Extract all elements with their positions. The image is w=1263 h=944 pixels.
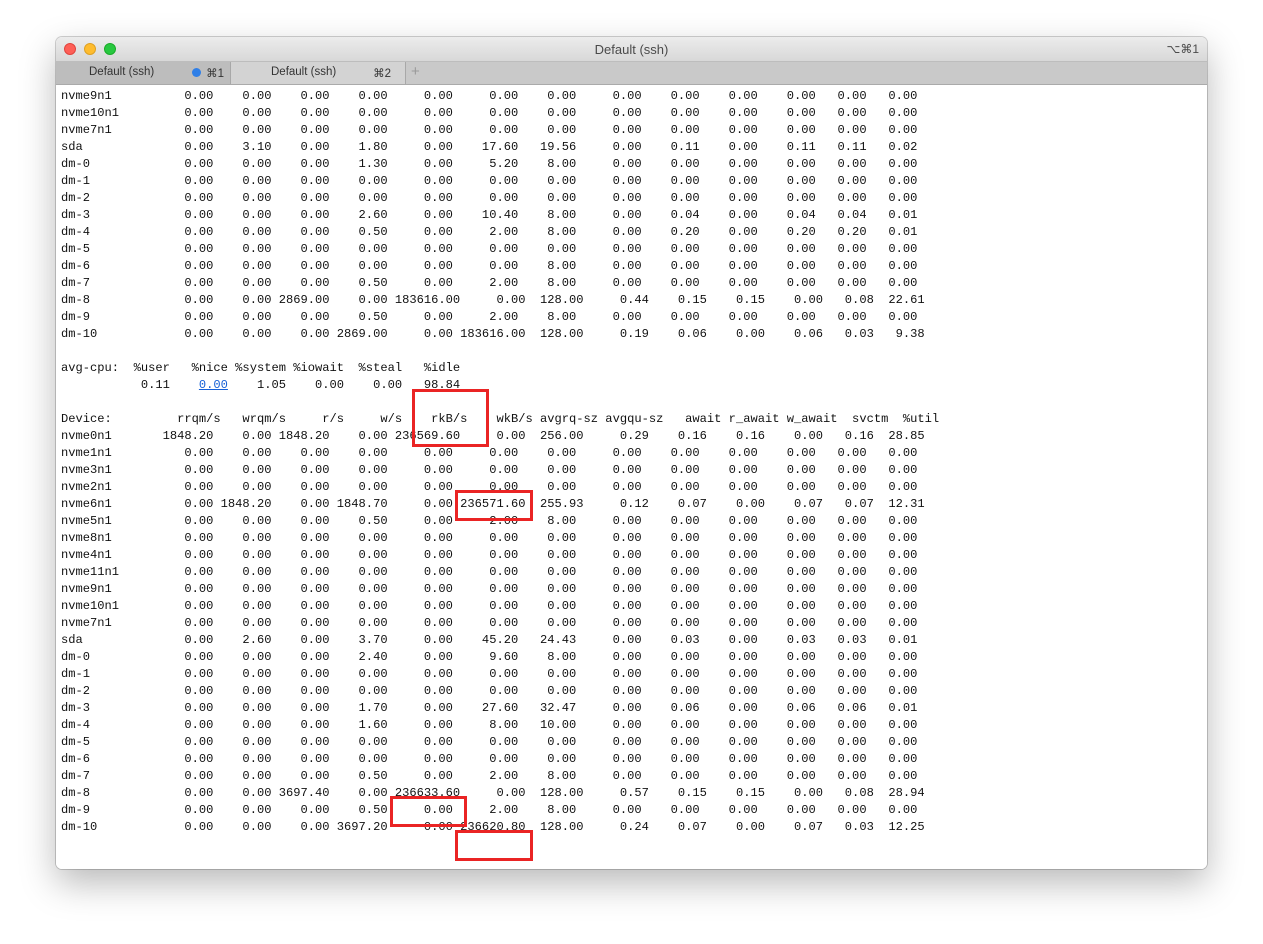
window-controls: [64, 43, 116, 55]
terminal-line: nvme10n1 0.00 0.00 0.00 0.00 0.00 0.00 0…: [61, 106, 918, 120]
terminal-line: sda 0.00 2.60 0.00 3.70 0.00 45.20 24.43…: [61, 633, 918, 647]
terminal-line: dm-4 0.00 0.00 0.00 0.50 0.00 2.00 8.00 …: [61, 225, 918, 239]
terminal-line: nvme0n1 1848.20 0.00 1848.20 0.00 236569…: [61, 429, 925, 443]
terminal-line: nvme6n1 0.00 1848.20 0.00 1848.70 0.00 2…: [61, 497, 925, 511]
highlight-box: [411, 389, 490, 447]
tab-bar: Default (ssh) ⌘1 Default (ssh) ⌘2 +: [56, 62, 1207, 85]
terminal-line: avg-cpu: %user %nice %system %iowait %st…: [61, 361, 461, 375]
terminal-line: nvme8n1 0.00 0.00 0.00 0.00 0.00 0.00 0.…: [61, 531, 918, 545]
tab-2[interactable]: Default (ssh) ⌘2: [231, 62, 406, 84]
terminal-line: nvme2n1 0.00 0.00 0.00 0.00 0.00 0.00 0.…: [61, 480, 918, 494]
terminal-line: nvme7n1 0.00 0.00 0.00 0.00 0.00 0.00 0.…: [61, 616, 918, 630]
terminal-line: dm-0 0.00 0.00 0.00 1.30 0.00 5.20 8.00 …: [61, 157, 918, 171]
terminal-line: dm-7 0.00 0.00 0.00 0.50 0.00 2.00 8.00 …: [61, 769, 918, 783]
minimize-button[interactable]: [84, 43, 96, 55]
terminal-line: dm-6 0.00 0.00 0.00 0.00 0.00 0.00 0.00 …: [61, 752, 918, 766]
terminal-line: dm-7 0.00 0.00 0.00 0.50 0.00 2.00 8.00 …: [61, 276, 918, 290]
tab-label: Default (ssh): [271, 66, 337, 78]
highlight-box: [389, 796, 468, 827]
terminal-line: sda 0.00 3.10 0.00 1.80 0.00 17.60 19.56…: [61, 140, 918, 154]
terminal-line: nvme9n1 0.00 0.00 0.00 0.00 0.00 0.00 0.…: [61, 582, 918, 596]
terminal-line: dm-3 0.00 0.00 0.00 2.60 0.00 10.40 8.00…: [61, 208, 918, 222]
terminal-line: Device: rrqm/s wrqm/s r/s w/s rkB/s wkB/…: [61, 412, 940, 426]
terminal-line: dm-9 0.00 0.00 0.00 0.50 0.00 2.00 8.00 …: [61, 310, 918, 324]
terminal-line: nvme1n1 0.00 0.00 0.00 0.00 0.00 0.00 0.…: [61, 446, 918, 460]
terminal-line: nvme5n1 0.00 0.00 0.00 0.50 0.00 2.00 8.…: [61, 514, 918, 528]
terminal-line: dm-2 0.00 0.00 0.00 0.00 0.00 0.00 0.00 …: [61, 684, 918, 698]
terminal-line: dm-8 0.00 0.00 3697.40 0.00 236633.60 0.…: [61, 786, 925, 800]
terminal-line: dm-1 0.00 0.00 0.00 0.00 0.00 0.00 0.00 …: [61, 174, 918, 188]
title-bar[interactable]: Default (ssh) ⌥⌘1: [56, 37, 1207, 62]
terminal-line: dm-8 0.00 0.00 2869.00 0.00 183616.00 0.…: [61, 293, 925, 307]
tab-shortcut: ⌘2: [373, 68, 391, 80]
terminal-line: dm-2 0.00 0.00 0.00 0.00 0.00 0.00 0.00 …: [61, 191, 918, 205]
terminal-line: nvme11n1 0.00 0.00 0.00 0.00 0.00 0.00 0…: [61, 565, 918, 579]
terminal-line: dm-10 0.00 0.00 0.00 2869.00 0.00 183616…: [61, 327, 925, 341]
window-title: Default (ssh): [594, 42, 669, 57]
terminal-line: dm-9 0.00 0.00 0.00 0.50 0.00 2.00 8.00 …: [61, 803, 918, 817]
activity-dot-icon: [192, 68, 201, 77]
terminal-line: dm-5 0.00 0.00 0.00 0.00 0.00 0.00 0.00 …: [61, 735, 918, 749]
highlight-box: [455, 830, 533, 861]
highlight-box: [455, 490, 533, 521]
tab-1[interactable]: Default (ssh) ⌘1: [56, 62, 231, 84]
terminal-output[interactable]: nvme9n1 0.00 0.00 0.00 0.00 0.00 0.00 0.…: [56, 85, 1207, 869]
tab-label: Default (ssh): [89, 66, 155, 78]
terminal-line: nvme10n1 0.00 0.00 0.00 0.00 0.00 0.00 0…: [61, 599, 918, 613]
nice-value-link[interactable]: 0.00: [198, 378, 228, 392]
terminal-line: nvme3n1 0.00 0.00 0.00 0.00 0.00 0.00 0.…: [61, 463, 918, 477]
new-tab-button[interactable]: +: [411, 63, 420, 80]
terminal-window: Default (ssh) ⌥⌘1 Default (ssh) ⌘1 Defau…: [56, 37, 1207, 869]
terminal-line: nvme4n1 0.00 0.00 0.00 0.00 0.00 0.00 0.…: [61, 548, 918, 562]
zoom-button[interactable]: [104, 43, 116, 55]
terminal-line: 0.11 0.00 1.05 0.00 0.00 98.84: [61, 378, 461, 392]
tab-shortcut: ⌘1: [206, 68, 224, 80]
close-button[interactable]: [64, 43, 76, 55]
terminal-line: dm-1 0.00 0.00 0.00 0.00 0.00 0.00 0.00 …: [61, 667, 918, 681]
terminal-line: nvme7n1 0.00 0.00 0.00 0.00 0.00 0.00 0.…: [61, 123, 918, 137]
terminal-line: dm-0 0.00 0.00 0.00 2.40 0.00 9.60 8.00 …: [61, 650, 918, 664]
terminal-line: dm-4 0.00 0.00 0.00 1.60 0.00 8.00 10.00…: [61, 718, 918, 732]
terminal-line: dm-3 0.00 0.00 0.00 1.70 0.00 27.60 32.4…: [61, 701, 918, 715]
window-shortcut: ⌥⌘1: [1166, 42, 1199, 56]
terminal-line: dm-5 0.00 0.00 0.00 0.00 0.00 0.00 0.00 …: [61, 242, 918, 256]
terminal-line: dm-6 0.00 0.00 0.00 0.00 0.00 0.00 8.00 …: [61, 259, 918, 273]
terminal-line: nvme9n1 0.00 0.00 0.00 0.00 0.00 0.00 0.…: [61, 89, 918, 103]
